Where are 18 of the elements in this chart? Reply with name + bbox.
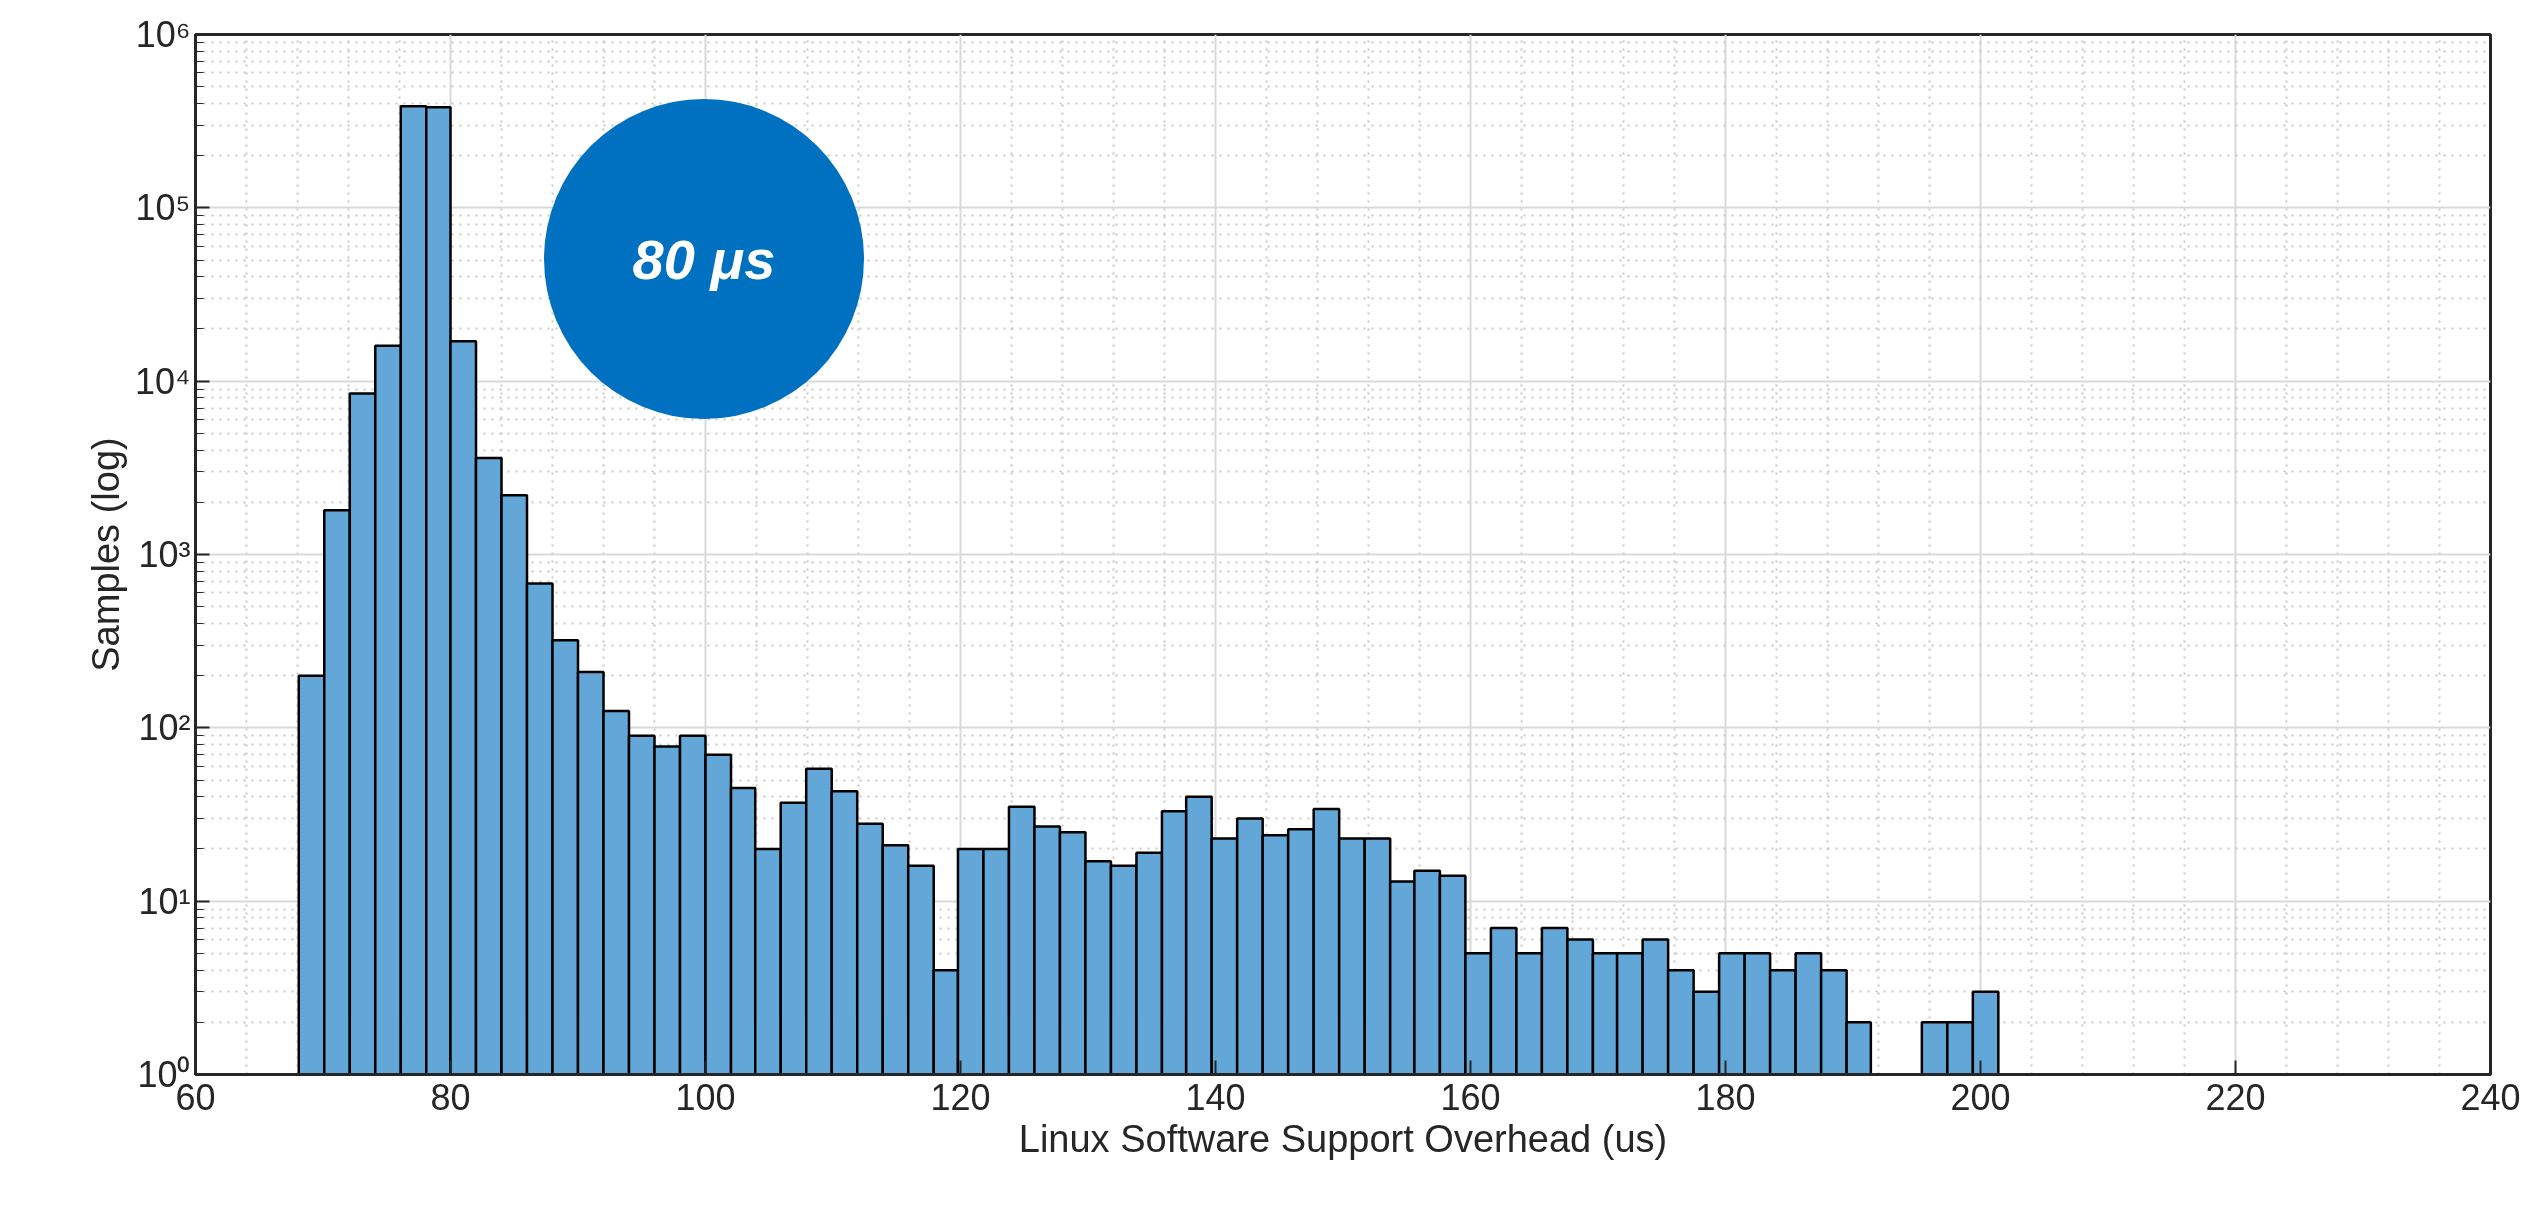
y-tick-label: 10¹: [138, 880, 191, 922]
x-tick-label: 180: [1695, 1076, 1756, 1118]
y-tick-label: 10⁶: [135, 14, 191, 55]
y-tick-label: 10³: [138, 534, 191, 575]
y-axis-title: Samples (log): [84, 437, 127, 672]
y-tick-label: 10⁵: [135, 187, 191, 229]
y-tick-label: 10⁴: [134, 360, 191, 402]
x-tick-label: 80: [430, 1076, 471, 1118]
x-tick-label: 140: [1185, 1076, 1246, 1118]
x-tick-label: 160: [1440, 1076, 1501, 1118]
x-tick-label: 240: [2460, 1076, 2521, 1118]
x-axis-title: Linux Software Support Overhead (us): [1018, 1117, 1668, 1160]
x-tick-label: 100: [675, 1076, 736, 1118]
x-tick-label: 120: [930, 1076, 991, 1118]
x-tick-label: 200: [1950, 1076, 2011, 1118]
x-tick-label: 220: [2205, 1076, 2266, 1118]
annotation: 80 μs: [632, 226, 776, 292]
y-tick-label: 10²: [138, 707, 191, 749]
